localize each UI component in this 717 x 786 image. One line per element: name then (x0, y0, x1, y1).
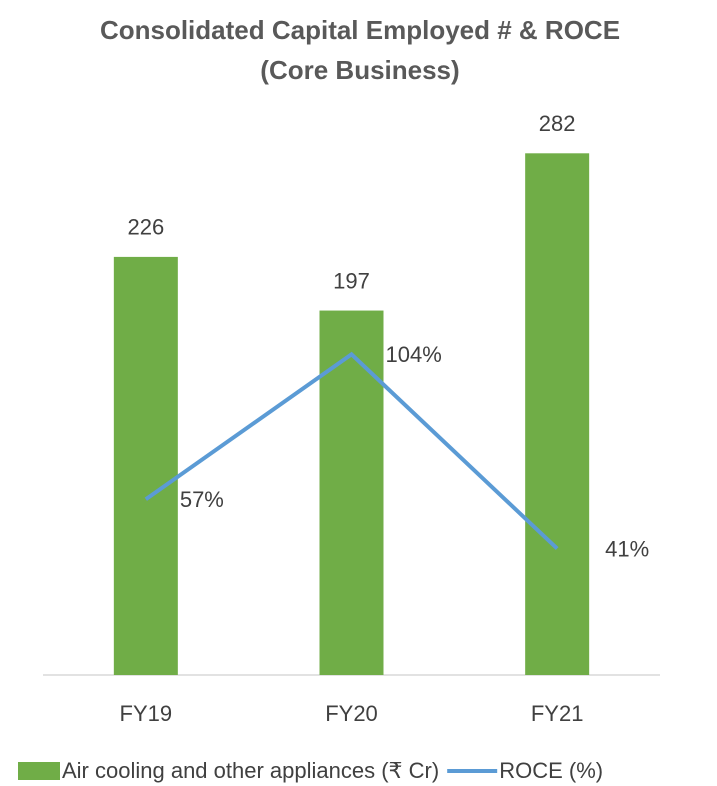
data-label: 197 (333, 268, 370, 293)
bar (113, 256, 178, 675)
x-tick-label: FY21 (531, 701, 584, 726)
chart-title: (Core Business) (260, 55, 459, 85)
line (144, 351, 559, 551)
data-label: 104% (386, 342, 442, 367)
legend-label: ROCE (%) (499, 758, 603, 783)
data-label: 57% (180, 487, 224, 512)
legend-label: Air cooling and other appliances (₹ Cr) (62, 758, 439, 783)
x-tick-label: FY19 (120, 701, 173, 726)
data-label: 226 (127, 215, 164, 240)
bar (319, 310, 384, 675)
bar (525, 153, 590, 676)
data-label: 41% (605, 536, 649, 561)
x-tick-label: FY20 (325, 701, 378, 726)
legend-swatch (18, 762, 60, 780)
chart-title: Consolidated Capital Employed # & ROCE (100, 15, 620, 45)
data-label: 282 (539, 111, 576, 136)
